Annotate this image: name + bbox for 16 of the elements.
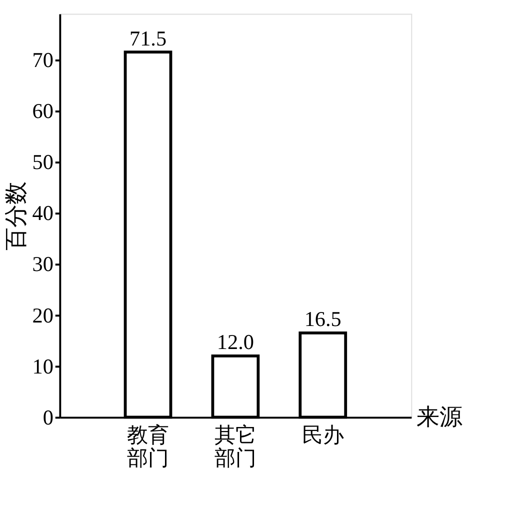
y-tick-label: 60	[32, 99, 54, 124]
y-tick-label: 20	[32, 303, 54, 328]
y-tick-label: 50	[32, 150, 54, 174]
x-tick-label: 教育部门	[127, 422, 170, 470]
data-label: 12.0	[216, 330, 254, 354]
y-tick-label: 0	[42, 405, 54, 430]
y-tick-label: 10	[32, 354, 54, 378]
x-tick-label: 其它部门	[214, 422, 256, 470]
y-tick-label: 70	[32, 48, 54, 72]
y-axis-title: 百分数	[2, 181, 29, 250]
y-tick-label: 40	[32, 201, 54, 226]
data-label: 16.5	[304, 307, 342, 332]
y-tick-label: 30	[32, 252, 54, 276]
x-axis-title: 来源	[416, 403, 462, 430]
x-tick-label: 民办	[302, 422, 344, 447]
data-label: 71.5	[129, 26, 167, 50]
